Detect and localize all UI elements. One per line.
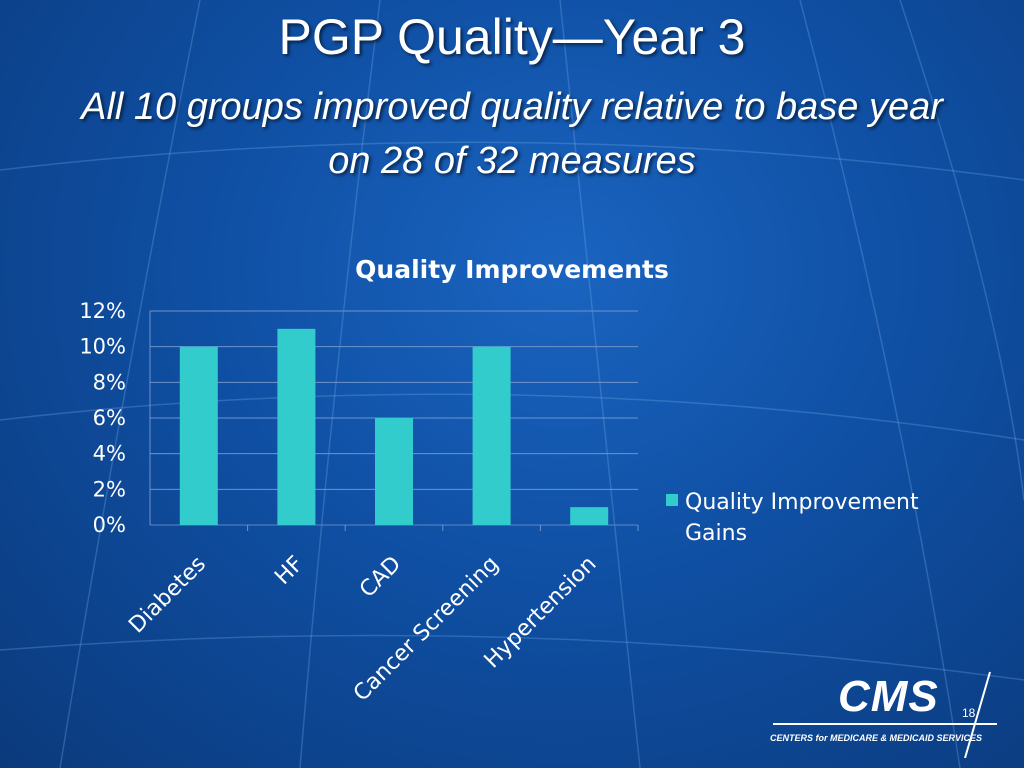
legend-swatch (666, 494, 678, 506)
bar-hypertension (570, 507, 609, 525)
legend: Quality Improvement Gains (666, 490, 919, 546)
x-category-label: HF (270, 552, 308, 590)
bar-cad (375, 418, 413, 525)
bars (179, 328, 609, 525)
slide-title: PGP Quality—Year 3 (278, 9, 746, 65)
bar-cancer-screening (472, 346, 511, 525)
legend-label: Quality Improvement Gains (685, 490, 919, 546)
y-tick-label: 8% (93, 370, 126, 394)
x-category-label: CAD (355, 552, 406, 603)
cms-logo-tagline: CENTERS for MEDICARE & MEDICAID SERVICES (770, 733, 983, 743)
cms-logo-icon (773, 671, 997, 758)
y-tick-label: 10% (79, 335, 126, 359)
bar-hf (277, 328, 316, 525)
cms-logo-wordmark: CMS (838, 672, 939, 721)
y-tick-label: 6% (93, 406, 126, 430)
page-number: 18 (962, 706, 976, 720)
y-tick-label: 0% (93, 513, 126, 537)
chart-title: Quality Improvements (355, 255, 669, 284)
y-tick-label: 12% (79, 299, 126, 323)
y-tick-label: 4% (93, 442, 126, 466)
y-tick-label: 2% (93, 477, 126, 501)
slide-subtitle: All 10 groups improved quality relative … (81, 86, 943, 182)
y-axis-ticks: 0% 2% 4% 6% 8% 10% 12% (79, 299, 126, 537)
bar-diabetes (179, 346, 218, 525)
x-category-label: Diabetes (124, 552, 211, 639)
